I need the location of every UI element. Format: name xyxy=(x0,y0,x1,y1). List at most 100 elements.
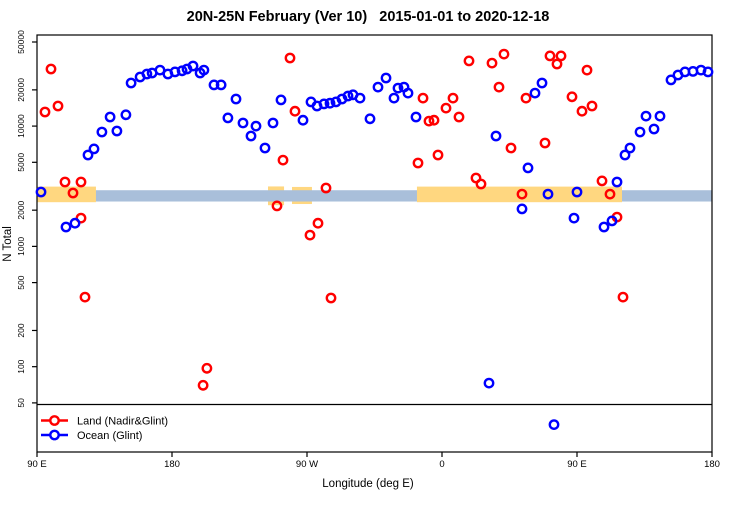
plot-box xyxy=(36,34,713,453)
ocean-series-points xyxy=(35,60,714,430)
data-point xyxy=(648,123,660,135)
data-point xyxy=(542,188,554,200)
data-point xyxy=(576,105,588,117)
data-point xyxy=(82,149,94,161)
data-point xyxy=(551,58,563,70)
data-point xyxy=(52,100,64,112)
data-point xyxy=(475,178,487,190)
data-point xyxy=(250,120,262,132)
data-point xyxy=(342,90,354,102)
data-point xyxy=(277,154,289,166)
data-point xyxy=(483,377,495,389)
data-point xyxy=(654,110,666,122)
data-point xyxy=(222,112,234,124)
data-point xyxy=(571,186,583,198)
y-tick-label: 10000 xyxy=(16,114,26,138)
data-point xyxy=(493,81,505,93)
y-tick-label: 50000 xyxy=(16,30,26,54)
data-point xyxy=(88,143,100,155)
data-point xyxy=(604,188,616,200)
legend-label-ocean: Ocean (Glint) xyxy=(77,430,142,442)
data-point xyxy=(69,217,81,229)
data-point xyxy=(624,142,636,154)
data-point xyxy=(111,125,123,137)
data-point xyxy=(237,117,249,129)
land-legend-circle-icon xyxy=(49,415,60,426)
legend-item-ocean: Ocean (Glint) xyxy=(41,429,142,442)
data-point xyxy=(640,110,652,122)
data-point xyxy=(611,176,623,188)
data-point xyxy=(665,74,677,86)
x-tick-label: 180 xyxy=(164,459,180,470)
data-point xyxy=(354,92,366,104)
y-tick-label: 200 xyxy=(16,323,26,337)
data-point xyxy=(325,292,337,304)
data-point xyxy=(304,229,316,241)
data-point xyxy=(275,94,287,106)
data-point xyxy=(412,157,424,169)
data-point xyxy=(380,72,392,84)
y-tick-label: 2000 xyxy=(16,200,26,219)
data-point xyxy=(39,106,51,118)
data-point xyxy=(516,203,528,215)
data-point xyxy=(197,379,209,391)
reference-band-blue xyxy=(92,190,712,202)
data-point xyxy=(297,114,309,126)
reference-band-segment xyxy=(416,186,622,203)
y-tick-label: 50 xyxy=(16,398,26,408)
data-point xyxy=(120,109,132,121)
data-point xyxy=(520,92,532,104)
data-point xyxy=(536,77,548,89)
data-point xyxy=(259,142,271,154)
data-point xyxy=(596,175,608,187)
x-tick-label: 90 E xyxy=(567,459,587,470)
chart-title: 20N-25N February (Ver 10) 2015-01-01 to … xyxy=(187,9,550,25)
data-point xyxy=(364,113,376,125)
reference-band-segment xyxy=(37,186,96,203)
data-point xyxy=(516,188,528,200)
y-axis-ticks: 50000 20000 10000 5000 2000 1000 500 200 100 50 xyxy=(16,30,37,408)
data-point xyxy=(498,48,510,60)
data-point xyxy=(490,130,502,142)
data-point xyxy=(402,87,414,99)
data-point xyxy=(75,212,87,224)
data-point xyxy=(486,57,498,69)
data-point xyxy=(440,102,452,114)
data-point xyxy=(555,50,567,62)
y-tick-label: 100 xyxy=(16,359,26,373)
legend: Land (Nadir&Glint) Ocean (Glint) xyxy=(37,403,712,442)
data-point xyxy=(320,182,332,194)
x-axis-label: Longitude (deg E) xyxy=(322,478,414,490)
data-point xyxy=(75,176,87,188)
data-point xyxy=(284,52,296,64)
data-point xyxy=(634,126,646,138)
data-point xyxy=(60,221,72,233)
data-point xyxy=(586,100,598,112)
data-point xyxy=(453,111,465,123)
data-point xyxy=(581,64,593,76)
data-point xyxy=(548,419,560,430)
data-point xyxy=(522,162,534,174)
data-point xyxy=(372,81,384,93)
data-point xyxy=(125,77,137,89)
y-axis-label: N Total xyxy=(2,226,14,262)
data-point xyxy=(215,79,227,91)
ocean-legend-circle-icon xyxy=(49,429,60,441)
data-point xyxy=(141,68,153,80)
data-point xyxy=(417,92,429,104)
data-point xyxy=(208,79,220,91)
x-tick-label: 90 W xyxy=(296,459,318,470)
data-point xyxy=(392,82,404,94)
y-tick-label: 5000 xyxy=(16,153,26,172)
reference-band-segment xyxy=(92,190,712,202)
data-point xyxy=(463,55,475,67)
data-point xyxy=(201,362,213,374)
data-point xyxy=(388,92,400,104)
data-point xyxy=(104,111,116,123)
data-point xyxy=(423,115,435,127)
x-tick-label: 180 xyxy=(704,459,720,470)
data-point xyxy=(428,114,440,126)
legend-label-land: Land (Nadir&Glint) xyxy=(77,416,168,428)
data-point xyxy=(267,117,279,129)
